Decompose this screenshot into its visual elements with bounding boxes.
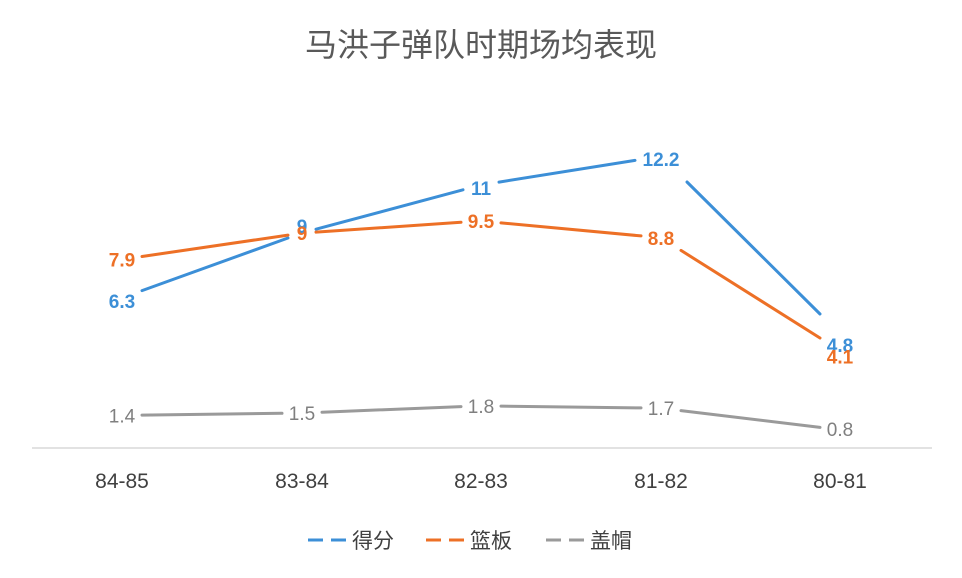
- series-line-rebound-segment: [140, 233, 290, 258]
- series-line-score-segment: [314, 188, 465, 231]
- series-line-rebound-segment: [499, 221, 643, 238]
- data-label-rebound: 8.8: [648, 229, 674, 250]
- series-line-score-segment: [685, 180, 822, 316]
- data-label-block: 0.8: [827, 420, 853, 441]
- series-line-score-segment: [140, 236, 290, 293]
- x-tick-label: 83-84: [275, 470, 329, 493]
- series-line-block-segment: [140, 411, 284, 417]
- legend-label-rebound: 篮板: [470, 529, 512, 553]
- chart-title: 马洪子弹队时期场均表现: [305, 26, 657, 64]
- x-tick-label: 82-83: [454, 470, 508, 493]
- data-label-score: 6.3: [109, 292, 135, 313]
- series-line-score-segment: [497, 158, 637, 184]
- data-label-score: 9: [297, 217, 308, 238]
- data-label-score: 4.8: [827, 336, 853, 357]
- series-line-block-segment: [320, 405, 463, 414]
- series-line-block-segment: [499, 404, 643, 410]
- data-label-block: 1.5: [289, 404, 315, 425]
- data-label-rebound: 4.1: [827, 348, 854, 369]
- data-label-block: 1.4: [109, 406, 136, 427]
- data-label-score: 12.2: [643, 150, 680, 171]
- series-layer: [140, 158, 822, 429]
- data-label-rebound: 9.5: [468, 212, 495, 233]
- series-line-rebound-segment: [314, 220, 463, 234]
- legend: 得分 篮板 盖帽: [308, 529, 632, 553]
- data-label-block: 1.7: [648, 399, 674, 420]
- data-label-layer: 6.3 9 11 12.2 4.8 7.9 9 9.5 8.8 4.1 1.4 1.5 1.8 1.7 0.…: [109, 150, 854, 441]
- x-tick-label: 81-82: [634, 470, 688, 493]
- legend-label-score: 得分: [352, 529, 394, 553]
- series-line-block-segment: [679, 409, 822, 429]
- data-label-score: 11: [471, 179, 492, 200]
- x-tick-layer: 84-85 83-84 82-83 81-82 80-81: [95, 470, 867, 493]
- legend-label-block: 盖帽: [590, 529, 632, 553]
- series-line-rebound-segment: [679, 248, 822, 340]
- data-label-block: 1.8: [468, 397, 494, 418]
- data-label-rebound: 7.9: [109, 250, 135, 271]
- data-label-rebound: 9: [297, 224, 308, 245]
- x-tick-label: 84-85: [95, 470, 149, 493]
- x-tick-label: 80-81: [813, 470, 867, 493]
